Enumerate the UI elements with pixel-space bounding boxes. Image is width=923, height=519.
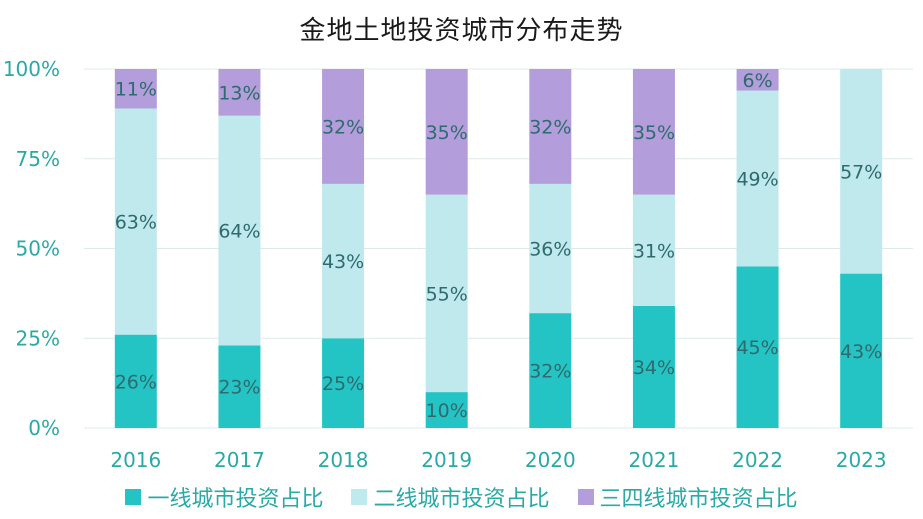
legend-item-tier1: 一线城市投资占比 <box>125 481 323 513</box>
legend-item-tier2: 二线城市投资占比 <box>351 481 550 513</box>
legend-swatch-tier34 <box>577 489 594 505</box>
data-label: 23% <box>218 377 260 399</box>
x-tick-label: 2021 <box>628 448 679 472</box>
data-label: 10% <box>426 400 468 422</box>
bar-segment <box>322 69 365 184</box>
bar-segment <box>529 183 572 314</box>
chart-title: 金地土地投资城市分布走势 <box>299 16 624 46</box>
bar-segment <box>529 69 572 184</box>
data-label: 13% <box>218 82 260 104</box>
data-label: 32% <box>529 361 571 383</box>
bar-segment <box>322 338 365 428</box>
data-label: 31% <box>633 240 675 262</box>
data-label: 45% <box>736 337 778 359</box>
bar-segment <box>632 69 675 195</box>
x-tick-label: 2018 <box>318 448 369 472</box>
legend-swatch-tier2 <box>351 489 368 505</box>
data-label: 43% <box>840 341 882 363</box>
bar-segment <box>425 194 468 393</box>
data-label: 63% <box>115 212 157 234</box>
bar-segment <box>840 273 883 428</box>
data-label: 25% <box>322 373 364 395</box>
bar-segment <box>840 69 883 274</box>
x-tick-label: 2020 <box>525 448 576 472</box>
x-tick-label: 2022 <box>732 448 783 472</box>
legend-label-tier34: 三四线城市投资占比 <box>599 487 798 512</box>
x-tick-label: 2019 <box>421 448 472 472</box>
y-tick-label: 100% <box>3 57 60 81</box>
legend-label-tier1: 一线城市投资占比 <box>147 487 324 512</box>
bar-segment <box>736 90 779 267</box>
x-tick-label: 2023 <box>836 448 887 472</box>
data-label: 49% <box>736 168 778 190</box>
bar-segment <box>529 313 572 428</box>
data-label: 57% <box>840 161 882 183</box>
data-label: 34% <box>633 357 675 379</box>
bar-segment <box>114 69 157 109</box>
bar-segment <box>632 194 675 306</box>
y-tick-label: 0% <box>28 416 60 440</box>
y-tick-label: 25% <box>16 326 60 350</box>
legend-item-tier34: 三四线城市投资占比 <box>577 481 798 513</box>
data-label: 55% <box>426 283 468 305</box>
x-tick-label: 2017 <box>214 448 265 472</box>
data-label: 26% <box>115 371 157 393</box>
legend: 一线城市投资占比 二线城市投资占比 三四线城市投资占比 <box>0 481 923 513</box>
data-label: 35% <box>633 122 675 144</box>
bar-segment <box>114 334 157 428</box>
data-label: 32% <box>529 116 571 138</box>
bar-segment <box>632 305 675 428</box>
y-tick-label: 75% <box>16 147 60 171</box>
bar-segment <box>218 69 261 116</box>
bar-segment <box>218 345 261 428</box>
bar-segment <box>736 69 779 91</box>
data-label: 36% <box>529 239 571 261</box>
y-tick-label: 50% <box>16 237 60 261</box>
data-label: 6% <box>742 70 772 92</box>
bar-segment <box>425 69 468 195</box>
data-label: 64% <box>218 221 260 243</box>
data-label: 11% <box>115 79 157 101</box>
x-tick-label: 2016 <box>110 448 161 472</box>
legend-swatch-tier1 <box>125 489 142 505</box>
bar-segment <box>736 266 779 428</box>
bar-segment <box>322 183 365 339</box>
bar-segment <box>218 115 261 346</box>
data-label: 32% <box>322 116 364 138</box>
bar-segment <box>114 108 157 335</box>
legend-label-tier2: 二线城市投资占比 <box>373 487 550 512</box>
data-label: 43% <box>322 251 364 273</box>
bar-segment <box>425 392 468 428</box>
data-label: 35% <box>426 122 468 144</box>
